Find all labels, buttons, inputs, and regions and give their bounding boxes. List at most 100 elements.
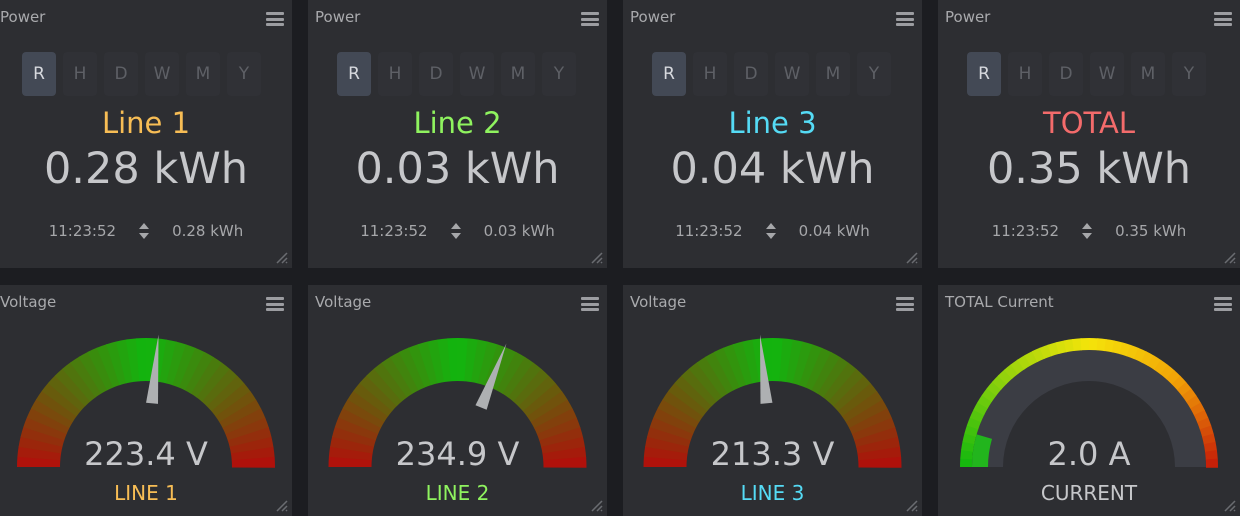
gauge-arc-segment	[674, 375, 713, 412]
range-button-r[interactable]: R	[652, 52, 686, 96]
gauge-arc-segment	[328, 446, 373, 461]
menu-icon[interactable]	[266, 12, 284, 26]
menu-icon[interactable]	[581, 297, 599, 311]
gauge-value-fill	[972, 434, 993, 467]
gauge-arc-segment	[470, 339, 489, 384]
gauge-arc-segment	[222, 408, 266, 435]
range-button-h[interactable]: H	[1008, 52, 1042, 96]
resize-handle-icon[interactable]	[1222, 250, 1236, 264]
gauge-arc-segment	[811, 352, 841, 394]
gauge-rim-segment	[960, 457, 973, 467]
range-button-y[interactable]: Y	[857, 52, 891, 96]
gauge-arc-segment	[437, 338, 452, 383]
gauge-arc-segment	[31, 398, 73, 428]
energy-value: 0.28 kWh	[43, 144, 249, 194]
range-button-w[interactable]: W	[1090, 52, 1124, 96]
gauge-arc-segment	[536, 417, 581, 441]
range-button-h[interactable]: H	[63, 52, 97, 96]
gauge-rim-segment	[1154, 359, 1169, 375]
range-selector: R H D W M Y	[652, 52, 891, 96]
gauge-arc-segment	[23, 416, 67, 441]
gauge-arc-segment	[196, 362, 231, 402]
gauge-needle	[146, 334, 159, 404]
menu-icon[interactable]	[1214, 297, 1232, 311]
range-button-h[interactable]: H	[378, 52, 412, 96]
range-button-d[interactable]: D	[419, 52, 453, 96]
gauge-value: 223.4 V	[84, 435, 208, 473]
gauge-arc-segment	[20, 426, 65, 447]
range-button-r[interactable]: R	[22, 52, 56, 96]
range-button-y[interactable]: Y	[542, 52, 576, 96]
line-name: Line 1	[101, 106, 191, 140]
gauge-label: LINE 3	[740, 481, 805, 505]
gauge-arc-segment	[227, 427, 272, 448]
gauge-arc-segment	[792, 341, 814, 386]
gauge-arc-segment	[530, 399, 573, 429]
gauge-track	[972, 350, 1206, 467]
resize-handle-icon[interactable]	[589, 498, 603, 512]
gauge-arc-segment	[215, 391, 257, 423]
range-button-w[interactable]: W	[460, 52, 494, 96]
range-button-y[interactable]: Y	[1172, 52, 1206, 96]
gauge-arc-segment	[705, 351, 734, 394]
resize-handle-icon[interactable]	[274, 250, 288, 264]
gauge-arc-segment	[851, 417, 896, 441]
gauge-arc-segment	[823, 362, 857, 402]
range-button-r[interactable]: R	[967, 52, 1001, 96]
range-button-m[interactable]: M	[186, 52, 220, 96]
menu-icon[interactable]	[896, 12, 914, 26]
range-button-m[interactable]: M	[816, 52, 850, 96]
gauge-arc-segment	[353, 382, 393, 417]
gauge-arc-segment	[54, 368, 91, 407]
gauge-arc-segment	[779, 338, 794, 383]
gauge-arc-segment	[381, 356, 414, 398]
gauge-rim-segment	[969, 409, 985, 423]
gauge-arc-segment	[347, 390, 389, 423]
gauge-arc-segment	[723, 344, 747, 388]
range-button-d[interactable]: D	[104, 52, 138, 96]
gauge-arc-segment	[643, 446, 688, 461]
range-button-d[interactable]: D	[1049, 52, 1083, 96]
gauge-arc-segment	[518, 375, 557, 412]
gauge-arc-segment	[115, 339, 134, 384]
timestamp: 11:23:52	[360, 222, 428, 240]
gauge-arc-segment	[732, 341, 753, 386]
gauge-arc-segment	[135, 338, 147, 382]
gauge-rim-segment	[1160, 364, 1175, 380]
gauge-rim-segment	[1166, 370, 1181, 385]
gauge-arc-segment	[78, 351, 108, 394]
menu-icon[interactable]	[896, 297, 914, 311]
power-card-line-1: Power R H D W M Y Line 1 0.28 kWh 11:23:…	[0, 0, 292, 268]
menu-icon[interactable]	[1214, 12, 1232, 26]
range-button-y[interactable]: Y	[227, 52, 261, 96]
resize-handle-icon[interactable]	[904, 498, 918, 512]
menu-icon[interactable]	[266, 297, 284, 311]
gauge-rim-segment	[981, 387, 997, 402]
range-button-w[interactable]: W	[775, 52, 809, 96]
range-button-d[interactable]: D	[734, 52, 768, 96]
menu-icon[interactable]	[581, 12, 599, 26]
range-button-w[interactable]: W	[145, 52, 179, 96]
card-title: Voltage	[630, 293, 687, 311]
gauge-rim-segment	[1181, 388, 1197, 403]
resize-handle-icon[interactable]	[1222, 498, 1236, 512]
resize-handle-icon[interactable]	[904, 250, 918, 264]
gauge-rim-segment	[1010, 359, 1025, 375]
gauge-rim-segment	[1055, 340, 1067, 354]
range-button-m[interactable]: M	[501, 52, 535, 96]
resize-handle-icon[interactable]	[589, 250, 603, 264]
energy-value: 0.03 kWh	[355, 144, 560, 194]
range-button-h[interactable]: H	[693, 52, 727, 96]
resize-handle-icon[interactable]	[274, 498, 288, 512]
gauge-arc-segment	[543, 456, 587, 468]
gauge-arc-segment	[342, 398, 385, 428]
range-button-m[interactable]: M	[1131, 52, 1165, 96]
gauge-arc-segment	[417, 341, 438, 386]
gauge-arc-segment	[96, 344, 120, 388]
gauge-arc-segment	[527, 391, 568, 423]
gauge-arc-segment	[542, 446, 587, 461]
range-button-r[interactable]: R	[337, 52, 371, 96]
gauge-arc-segment	[668, 382, 708, 417]
gauge-rim-segment	[1017, 354, 1032, 370]
